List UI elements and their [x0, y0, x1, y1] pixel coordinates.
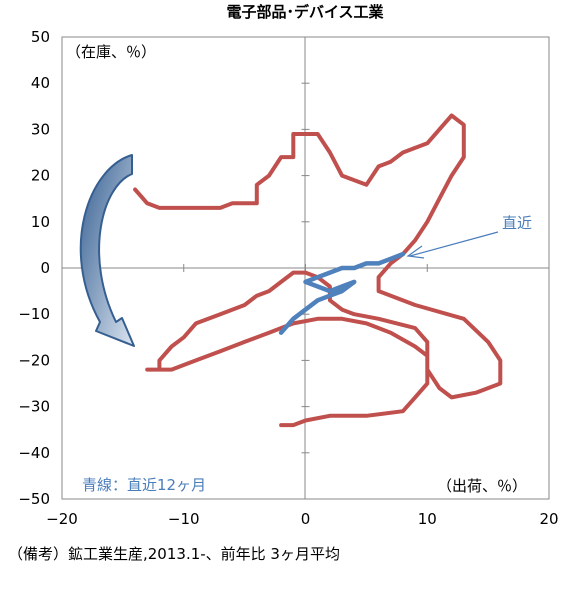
tick-marks — [61, 36, 550, 500]
y-tick-label: −50 — [18, 490, 50, 508]
y-tick-labels: 50 40 30 20 10 0 −10 −20 −30 −40 −50 — [18, 28, 50, 508]
x-tick-labels: −20 −10 0 10 20 — [46, 510, 558, 528]
y-tick-label: 20 — [31, 167, 50, 185]
x-tick-label: −20 — [46, 510, 78, 528]
y-tick-label: 0 — [40, 259, 50, 277]
latest-pointer-line — [409, 231, 499, 257]
y-tick-label: 30 — [31, 120, 50, 138]
y-tick-label: 40 — [31, 74, 50, 92]
x-tick-label: −10 — [168, 510, 200, 528]
y-tick-label: −30 — [18, 398, 50, 416]
series-line-latest-12-months — [278, 251, 406, 335]
y-tick-label: −10 — [18, 305, 50, 323]
series-line-history — [133, 113, 503, 428]
x-tick-label: 20 — [539, 510, 558, 528]
footnote: （備考）鉱工業生産,2013.1-、前年比 3ヶ月平均 — [8, 545, 340, 563]
x-axis-label: （出荷、％） — [437, 477, 527, 495]
latest-label: 直近 — [502, 214, 532, 232]
latest-pointer-head — [406, 245, 425, 259]
chart-title: 電子部品･デバイス工業 — [226, 3, 384, 21]
blue-line-note: 青線：直近12ヶ月 — [82, 476, 206, 494]
y-tick-label: 50 — [31, 28, 50, 46]
y-tick-label: −40 — [18, 444, 50, 462]
x-tick-label: 0 — [301, 510, 311, 528]
y-tick-label: 10 — [31, 213, 50, 231]
x-tick-label: 10 — [418, 510, 437, 528]
curved-arrow-icon — [79, 154, 135, 347]
series-layer — [133, 113, 503, 428]
y-axis-label: （在庫、％） — [66, 43, 156, 61]
y-tick-label: −20 — [18, 351, 50, 369]
